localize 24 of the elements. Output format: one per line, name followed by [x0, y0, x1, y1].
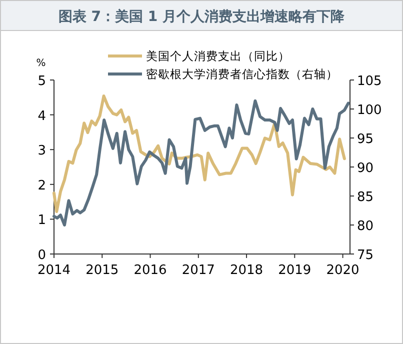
y-tick-label: 0 [38, 248, 46, 263]
x-tick-label: 2017 [182, 263, 215, 278]
y2-tick-label: 90 [357, 161, 374, 176]
y-tick-label: 4 [38, 108, 46, 124]
y2-tick-label: 95 [357, 132, 374, 147]
x-tick-label: 2019 [278, 263, 312, 278]
y-tick-label: 3 [38, 144, 46, 159]
legend-label: 美国个人消费支出（同比） [146, 49, 290, 63]
y2-tick-label: 105 [357, 74, 382, 89]
x-tick-label: 2020 [326, 263, 360, 278]
y2-tick-label: 85 [357, 190, 374, 205]
x-tick-label: 2015 [86, 263, 119, 278]
x-tick-label: 2016 [134, 263, 167, 278]
y2-tick-label: 75 [357, 248, 374, 263]
y-tick-label: 5 [38, 74, 46, 89]
y2-tick-label: 100 [357, 103, 382, 118]
y-tick-label: 1 [38, 213, 46, 228]
y-tick-label: 2 [38, 178, 46, 194]
legend-label: 密歇根大学消费者信心指数（右轴） [146, 67, 338, 81]
x-tick-label: 2018 [230, 263, 264, 278]
chart-title: 图表 7：美国 1 月个人消费支出增速略有下降 [58, 8, 346, 25]
x-tick-label: 2014 [37, 263, 71, 278]
y2-tick-label: 80 [357, 219, 374, 234]
y-axis-title: % [36, 58, 46, 69]
